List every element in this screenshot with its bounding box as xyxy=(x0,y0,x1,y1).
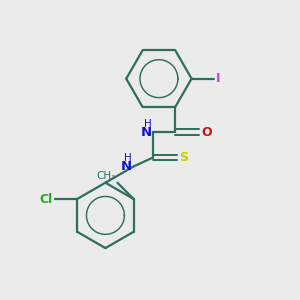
Text: Cl: Cl xyxy=(40,193,53,206)
Text: H: H xyxy=(144,119,152,129)
Text: S: S xyxy=(179,151,188,164)
Text: N: N xyxy=(121,160,132,173)
Text: I: I xyxy=(216,72,220,85)
Text: CH₃: CH₃ xyxy=(97,171,116,181)
Text: N: N xyxy=(140,126,152,139)
Text: O: O xyxy=(201,126,212,139)
Text: H: H xyxy=(124,153,132,163)
